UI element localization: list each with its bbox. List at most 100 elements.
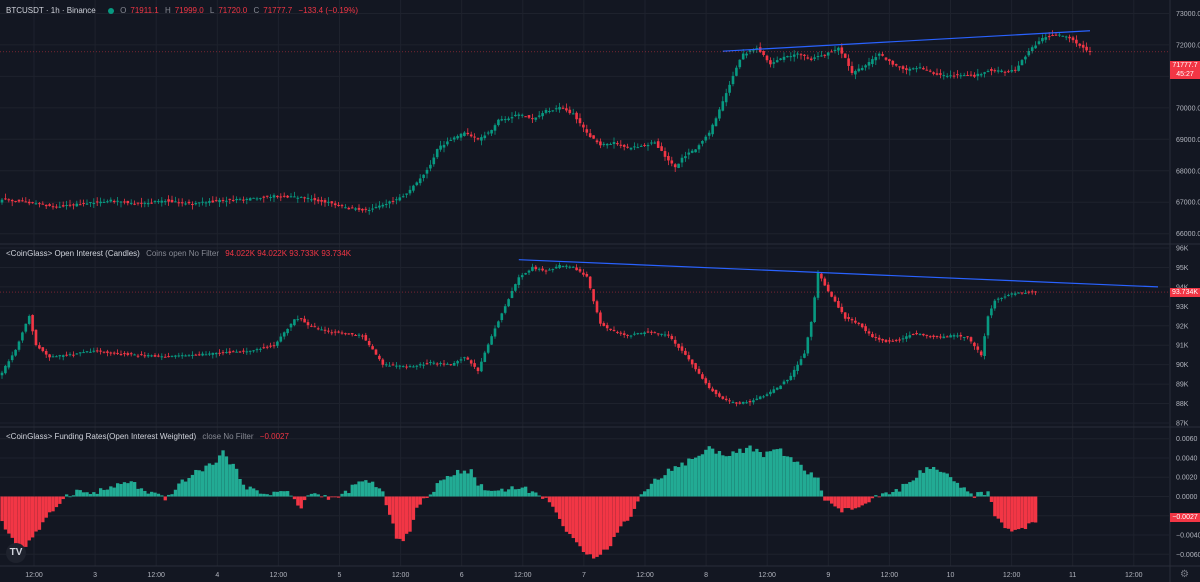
candle-body (857, 68, 861, 72)
candle-body (245, 198, 249, 200)
candle-body (231, 199, 235, 201)
candle-body (61, 205, 65, 207)
funding-bar (139, 488, 144, 497)
funding-bar (136, 488, 140, 497)
funding-bar (88, 494, 93, 497)
funding-bar (275, 491, 280, 497)
candle-body (697, 145, 701, 150)
candle-body (976, 346, 980, 350)
funding-bar (857, 496, 861, 508)
candle-body (942, 75, 946, 77)
candle-body (925, 334, 929, 336)
candle-body (548, 110, 551, 112)
candle-body (527, 270, 531, 273)
candle-body (1017, 292, 1020, 294)
funding-bar (758, 452, 762, 497)
candle-body (255, 198, 259, 200)
funding-bar (537, 495, 541, 497)
candle-body (911, 68, 915, 70)
funding-bar (218, 455, 222, 497)
candle-body (225, 200, 228, 202)
funding-bar (707, 446, 711, 497)
funding-bar (350, 484, 354, 497)
candle-body (452, 362, 456, 366)
funding-bar (874, 495, 878, 497)
funding-bar (612, 496, 616, 537)
candle-body (276, 195, 279, 198)
candle-body (184, 355, 187, 357)
candle-body (554, 108, 558, 110)
candle-body (38, 203, 41, 205)
candle-body (327, 201, 330, 203)
funding-bar (170, 494, 174, 497)
candle-body (976, 73, 980, 77)
candle-body (214, 352, 218, 355)
candle-body (602, 323, 606, 326)
candle-body (1078, 43, 1082, 46)
candle-body (786, 56, 789, 58)
funding-bar (163, 496, 167, 501)
candle-body (864, 65, 867, 68)
funding-bar (24, 496, 28, 547)
candle-body (986, 316, 990, 336)
funding-bar (452, 475, 456, 497)
candle-body (850, 319, 854, 321)
funding-bar (313, 493, 317, 497)
candle-body (728, 84, 731, 93)
candle-body (544, 110, 548, 113)
candle-body (684, 156, 687, 159)
candle-body (330, 201, 334, 204)
candle-body (1007, 71, 1010, 73)
candle-body (507, 299, 510, 307)
candle-body (493, 328, 497, 337)
funding-bar (602, 496, 606, 550)
candle-body (779, 58, 782, 60)
funding-bar (177, 483, 181, 497)
x-tick-label: 4 (215, 572, 219, 579)
candle-body (1020, 60, 1024, 66)
candle-body (959, 75, 963, 77)
candle-body (962, 75, 966, 77)
settings-gear-icon[interactable]: ⚙ (1180, 569, 1189, 580)
candle-body (177, 202, 181, 204)
candle-body (7, 199, 11, 201)
candle-body (85, 351, 89, 353)
candle-body (942, 336, 946, 339)
funding-bar (734, 452, 739, 497)
funding-bar (1034, 496, 1038, 523)
candle-body (214, 200, 218, 202)
funding-bar (986, 491, 990, 497)
candle-body (633, 146, 636, 148)
candle-body (622, 333, 626, 336)
fr-indicator-value: −0.0027 (259, 432, 289, 441)
candle-body (650, 142, 653, 144)
candle-body (728, 400, 731, 402)
funding-bar (721, 455, 725, 497)
y-tick-label: 95K (1176, 265, 1189, 272)
candle-body (293, 319, 296, 326)
tradingview-logo-icon[interactable]: TV (6, 543, 26, 563)
candle-body (517, 277, 521, 285)
candle-body (612, 329, 616, 331)
symbol-label[interactable]: BTCUSDT · 1h · Binance (6, 6, 96, 15)
funding-bar (408, 496, 412, 532)
candle-body (391, 200, 395, 202)
candle-body (731, 402, 735, 404)
oi-indicator-title[interactable]: <CoinGlass> Open Interest (Candles) (6, 249, 140, 258)
candle-body (459, 359, 463, 361)
candle-body (877, 337, 881, 340)
funding-bar (819, 490, 824, 497)
funding-bar (993, 496, 997, 517)
candle-body (0, 199, 4, 203)
funding-bar (816, 477, 820, 497)
funding-bar (99, 488, 103, 497)
funding-bar (418, 496, 422, 505)
candle-body (371, 346, 374, 350)
candle-body (24, 323, 28, 332)
candle-body (990, 69, 993, 71)
fr-indicator-title[interactable]: <CoinGlass> Funding Rates(Open Interest … (6, 432, 197, 441)
funding-bar (326, 496, 331, 500)
funding-bar (105, 489, 110, 497)
y-tick-label: 87K (1176, 421, 1189, 428)
